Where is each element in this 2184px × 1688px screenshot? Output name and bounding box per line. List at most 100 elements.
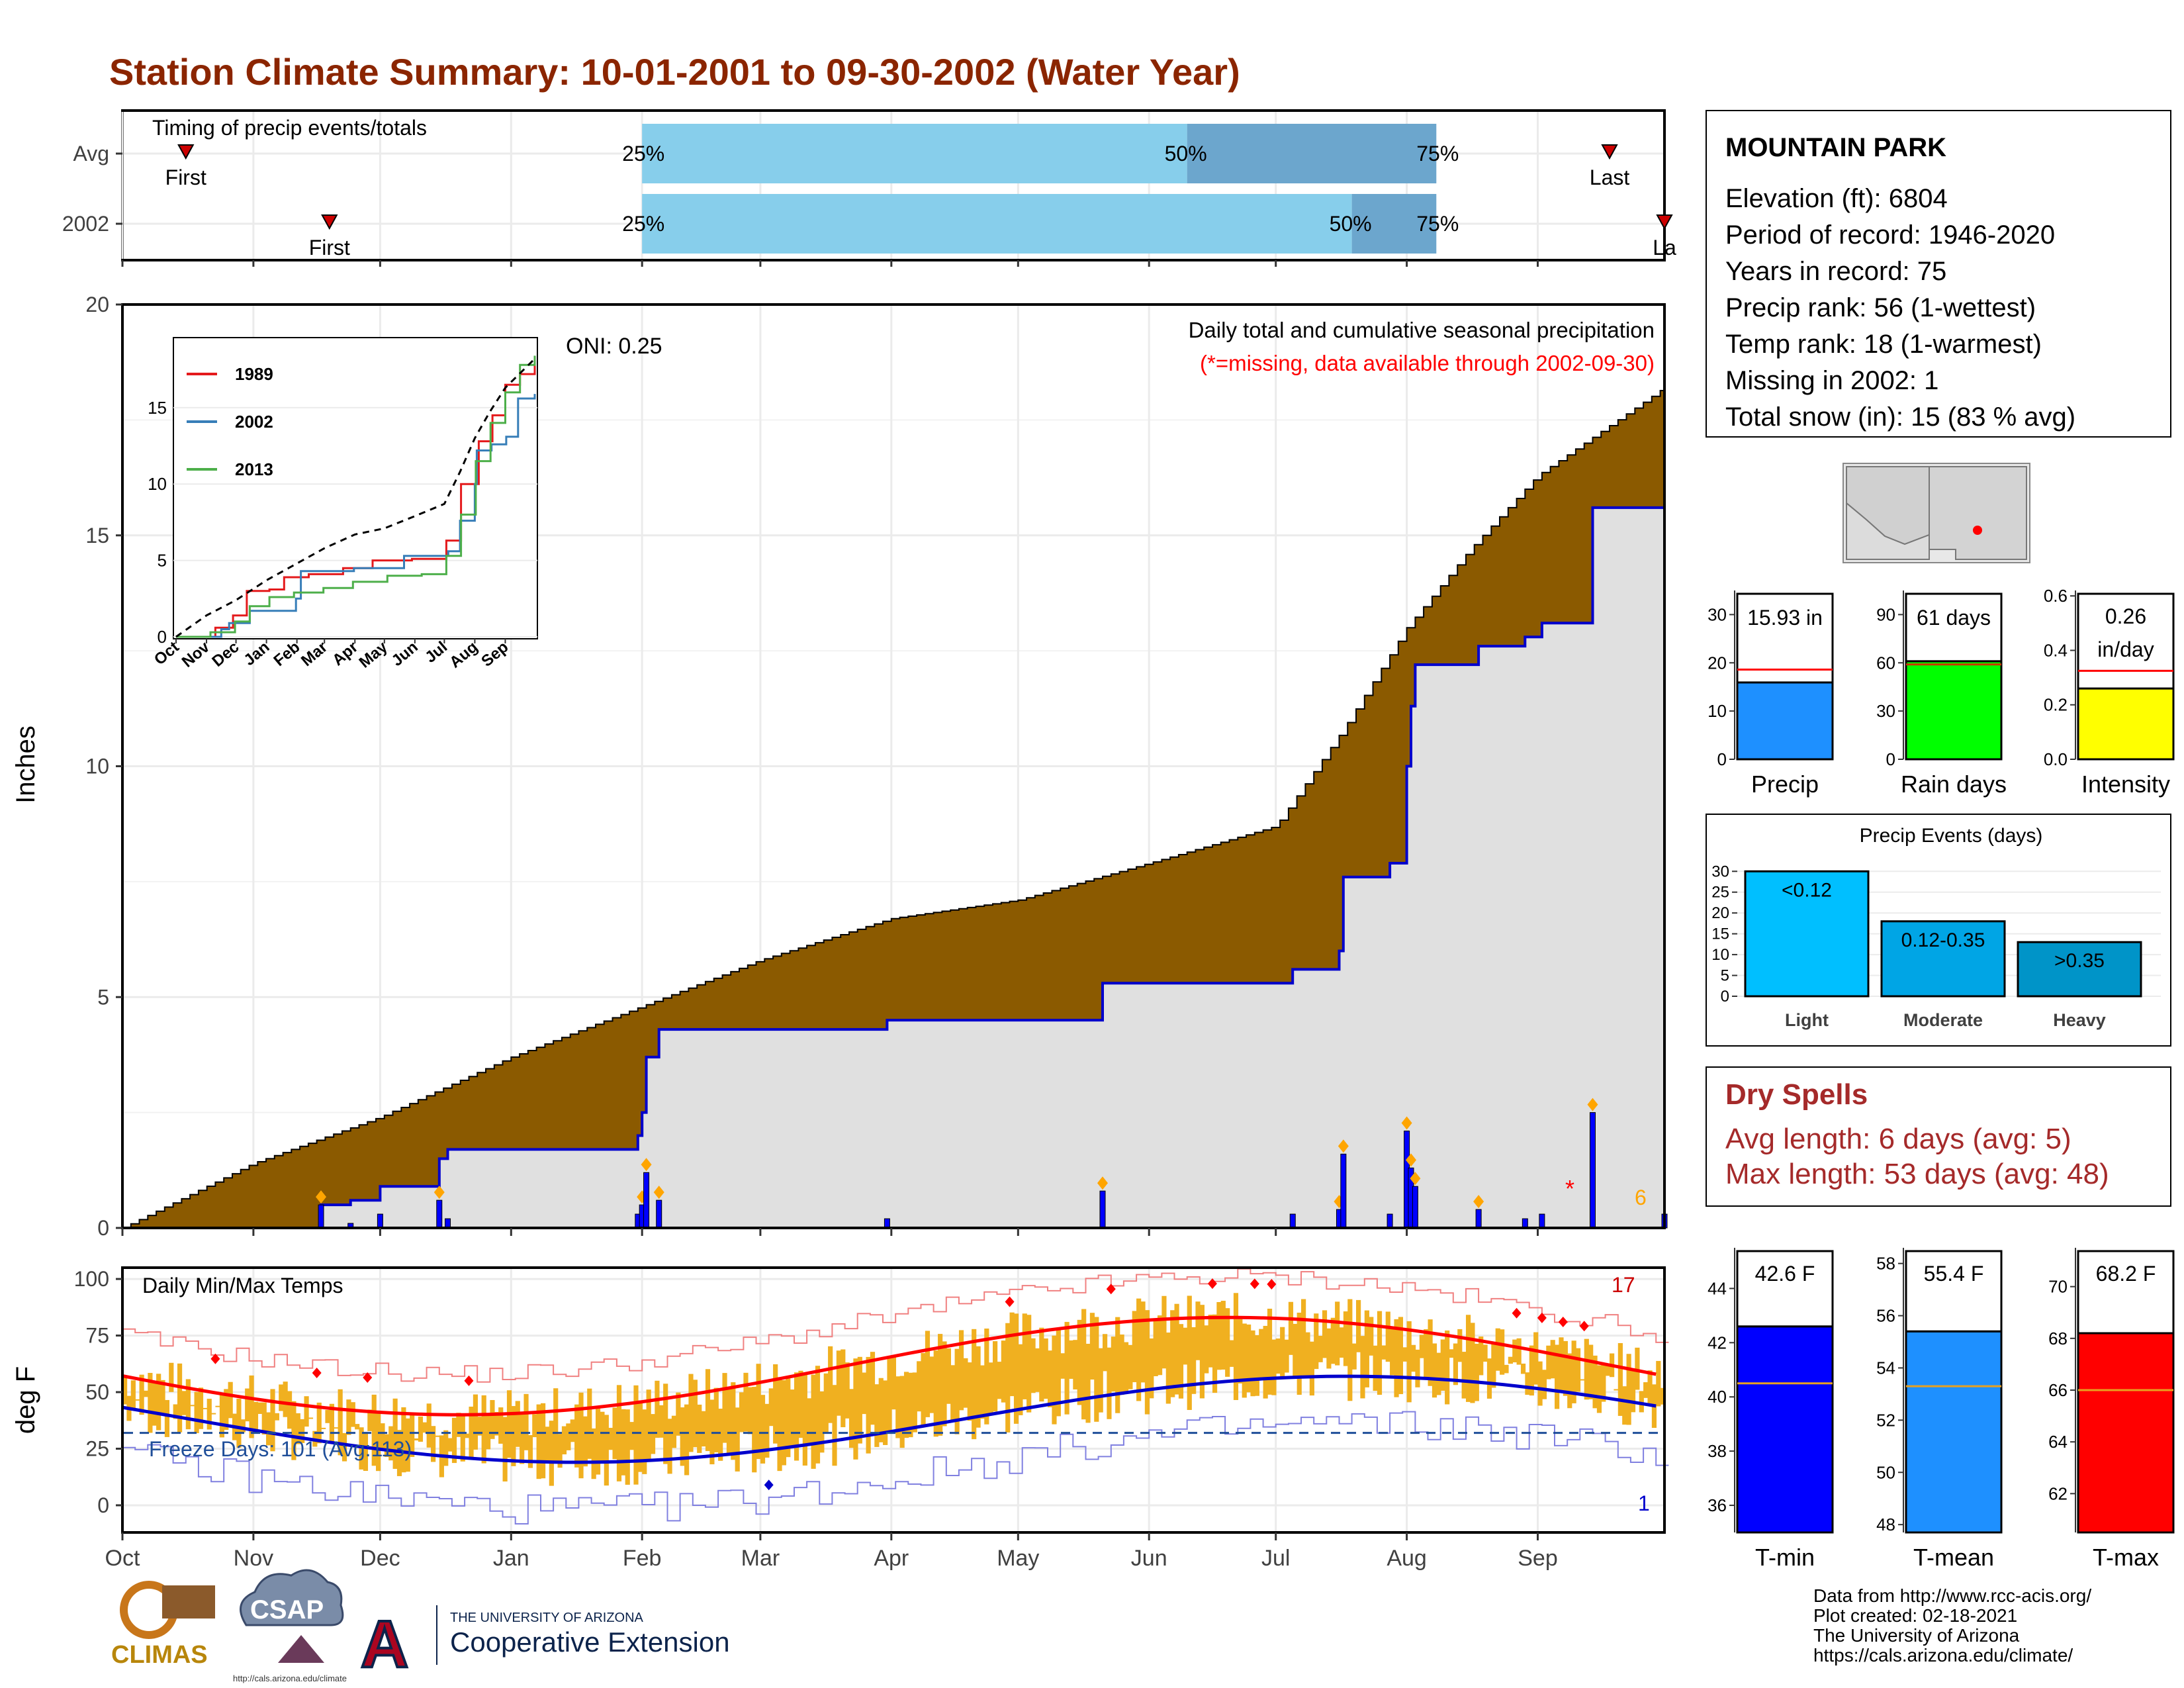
daily-temp-bar — [460, 1413, 465, 1462]
footer-credits: Data from http://www.rcc-acis.org/Plot c… — [1813, 1585, 2091, 1665]
precip-events-category: Light — [1785, 1010, 1829, 1030]
heavy-event-marker — [316, 1190, 327, 1204]
daily-temp-bar — [469, 1406, 474, 1458]
temp-bar-box — [2077, 1250, 2175, 1335]
daily-temp-bar — [570, 1419, 575, 1442]
daily-temp-bar — [1212, 1314, 1218, 1393]
record-high-marker — [1579, 1321, 1589, 1332]
daily-temp-bar — [663, 1383, 668, 1464]
precip-events-plot: 0 5 10 15 20 25 30 <0.12 Light 0.12-0.35 Moderate >… — [1711, 863, 2161, 1030]
daily-temp-bar — [1614, 1389, 1619, 1391]
daily-temp-bar — [1486, 1358, 1492, 1399]
mini-bar-ytick-label: 30 — [1707, 604, 1727, 624]
temp-ytick-label: 25 — [85, 1437, 109, 1461]
precip-events-chart: Precip Events (days) 0 5 10 15 20 25 30 <0.12 Li… — [1706, 814, 2171, 1047]
daily-temp-bar — [1415, 1349, 1420, 1387]
daily-temp-bar — [1656, 1360, 1661, 1407]
daily-temp-bar — [1161, 1295, 1167, 1369]
timing-q25-label: 25% — [622, 212, 664, 236]
daily-temp-bar — [1009, 1312, 1015, 1397]
first-event-label: First — [165, 165, 206, 189]
daily-temp-bar — [1242, 1323, 1247, 1398]
oni-text: ONI: 0.25 — [566, 334, 662, 359]
daily-temp-bar — [811, 1374, 816, 1469]
daily-temp-bar — [1588, 1344, 1594, 1399]
daily-temp-bar — [1465, 1315, 1471, 1402]
month-label: Nov — [234, 1546, 273, 1571]
footer: Data from http://www.rcc-acis.org/Plot c… — [111, 1569, 2091, 1683]
temp-ytick-label: 0 — [97, 1493, 109, 1517]
daily-temp-bar — [1622, 1386, 1627, 1425]
precip-events-ytick-label: 25 — [1711, 884, 1729, 902]
daily-temp-bar — [545, 1427, 550, 1461]
daily-temp-bar — [1398, 1317, 1404, 1395]
daily-temp-bar — [1094, 1317, 1099, 1422]
daily-temp-bar — [1339, 1327, 1344, 1358]
temp-bar-ytick-label: 54 — [1876, 1358, 1895, 1378]
daily-temp-bar — [786, 1378, 791, 1458]
map-mexico — [1846, 501, 1930, 560]
timing-bar-q50-q75 — [1187, 124, 1437, 183]
daily-temp-bar — [164, 1399, 170, 1437]
mini-bar-box — [1736, 592, 1834, 684]
daily-temp-bar — [1537, 1361, 1543, 1406]
daily-temp-bar — [1170, 1310, 1175, 1397]
daily-temp-bar — [600, 1411, 605, 1462]
daily-temp-bar — [414, 1438, 419, 1440]
timing-bar-q25-q50 — [642, 124, 1187, 183]
mini-bar-label: Intensity — [2081, 771, 2170, 798]
daily-temp-bar — [1195, 1301, 1201, 1360]
daily-temp-bar — [287, 1391, 293, 1429]
month-label: Oct — [105, 1546, 140, 1571]
daily-temp-bar — [566, 1423, 571, 1450]
daily-precip-bar — [1412, 1186, 1418, 1229]
daily-temp-bar — [688, 1374, 694, 1452]
daily-temp-bar — [338, 1389, 343, 1456]
daily-temp-bar — [574, 1404, 580, 1468]
daily-temp-bar — [844, 1362, 850, 1419]
daily-temp-bar — [325, 1409, 330, 1423]
daily-temp-bar — [1575, 1348, 1581, 1392]
month-label: Sep — [1518, 1546, 1558, 1571]
daily-temp-bar — [1402, 1347, 1408, 1362]
record-high-marker — [1005, 1296, 1015, 1307]
daily-temp-bar — [122, 1376, 128, 1405]
daily-temp-bar — [1085, 1343, 1091, 1423]
daily-temp-bar — [160, 1380, 165, 1415]
precip-events-bar-label: <0.12 — [1782, 879, 1832, 901]
precip-events-ytick-label: 10 — [1711, 946, 1729, 964]
temp-bar-label: T-min — [1755, 1544, 1815, 1571]
daily-temp-bar — [1284, 1339, 1289, 1373]
daily-temp-bar — [1157, 1315, 1163, 1376]
inset-legend-label: 1989 — [235, 364, 273, 384]
daily-precip-bar — [1387, 1213, 1393, 1229]
daily-temp-bar — [1495, 1328, 1500, 1371]
daily-temp-bar — [841, 1349, 846, 1428]
daily-temp-bar — [228, 1382, 233, 1419]
daily-temp-bar — [781, 1380, 787, 1466]
daily-temp-bar — [1165, 1333, 1171, 1404]
daily-temp-bar — [1001, 1340, 1006, 1403]
daily-temp-bar — [832, 1385, 837, 1466]
daily-temp-bar — [498, 1407, 504, 1444]
footer-line: https://cals.arizona.edu/climate/ — [1813, 1645, 2073, 1665]
daily-temp-bar — [1183, 1327, 1188, 1365]
daily-temp-bar — [443, 1430, 449, 1466]
heavy-event-marker — [433, 1186, 445, 1199]
daily-temp-bar — [418, 1416, 424, 1442]
daily-temp-bar — [139, 1374, 144, 1415]
dry-spells-frame — [1706, 1066, 2171, 1207]
daily-temp-bar — [903, 1372, 909, 1438]
mini-bar-ytick-label: 0.6 — [2044, 586, 2068, 606]
station-location-dot — [1973, 526, 1982, 535]
daily-precip-bar — [318, 1204, 324, 1229]
daily-temp-bar — [532, 1414, 537, 1438]
daily-temp-bar — [988, 1362, 993, 1415]
daily-temp-bar — [355, 1424, 360, 1430]
daily-temp-bar — [1246, 1324, 1251, 1393]
month-label: Dec — [360, 1546, 400, 1571]
precip-ytick-label: 15 — [85, 524, 109, 547]
precip-annotation-missing: (*=missing, data available through 2002-… — [1200, 351, 1655, 375]
observed-cumulative-line — [122, 493, 1666, 1229]
daily-temp-bar — [253, 1401, 259, 1430]
